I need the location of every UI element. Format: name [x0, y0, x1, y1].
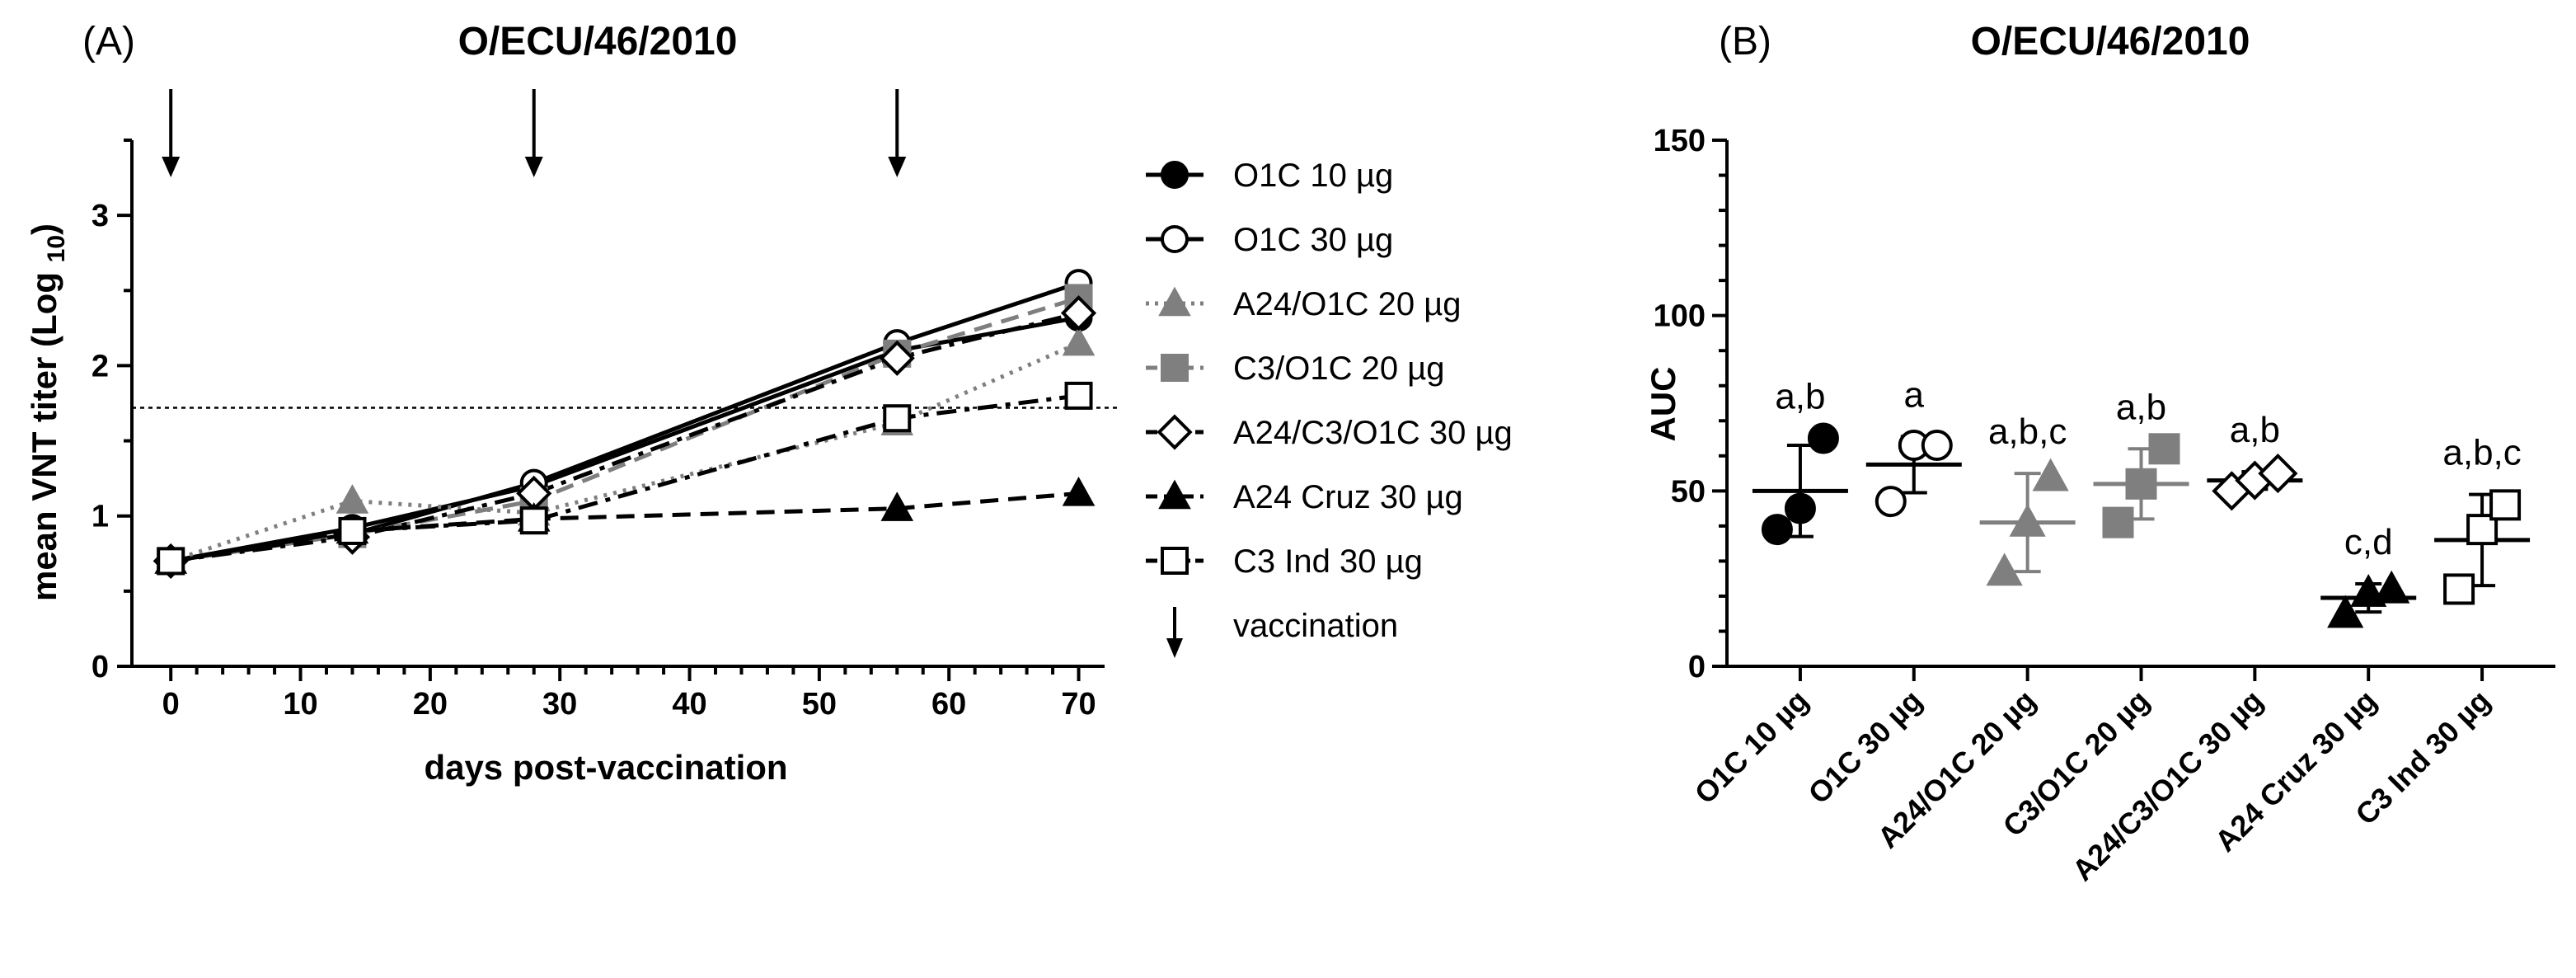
panel-a-x-tick-label: 60	[931, 687, 966, 722]
panel-a-x-tick-label: 40	[672, 687, 706, 722]
data-point	[2125, 468, 2157, 500]
series-line	[170, 315, 1079, 563]
data-point	[879, 340, 915, 376]
significance-label: a,b,c	[2442, 433, 2521, 473]
vaccination-arrow-icon	[888, 157, 907, 177]
legend-entry: C3/O1C 20 µg	[1233, 350, 1445, 387]
significance-label: a,b	[2116, 387, 2166, 427]
data-point	[2327, 595, 2364, 628]
data-point	[2009, 503, 2046, 537]
legend-marker	[1161, 547, 1189, 575]
data-point	[1064, 381, 1093, 410]
data-point	[2032, 458, 2069, 491]
legend-marker	[1158, 479, 1191, 510]
panel-b-letter: (B)	[1719, 20, 1771, 63]
legend-marker	[1161, 354, 1189, 382]
series-line	[170, 280, 1080, 563]
panel-b-y-tick-label: 0	[1688, 650, 1706, 684]
data-point	[2258, 453, 2298, 494]
panel-a-x-tick-label: 10	[283, 687, 317, 722]
panel-a-y-axis-title-main: mean VNT titer (Log	[25, 262, 63, 601]
panel-b-category-label: A24/C3/O1C 30 µg	[2066, 684, 2269, 887]
panel-a-x-tick-label: 50	[802, 687, 837, 722]
legend-marker	[1161, 225, 1189, 253]
significance-label: a,b,c	[1988, 411, 2067, 452]
legend-marker	[1161, 161, 1189, 189]
panel-b-y-tick-label: 150	[1654, 124, 1706, 158]
series-line	[170, 296, 1080, 563]
legend-entry: A24 Cruz 30 µg	[1233, 479, 1463, 515]
legend-marker	[1157, 414, 1193, 450]
data-point	[1784, 492, 1816, 524]
panel-b-y-axis-title: AUC	[1644, 367, 1682, 442]
panel-a-y-tick-label: 3	[91, 199, 109, 233]
panel-a-x-tick-label: 0	[162, 687, 180, 722]
series-line	[170, 491, 1079, 563]
panel-a-x-tick-label: 30	[542, 687, 577, 722]
significance-label: a,b	[2230, 410, 2280, 450]
legend-arrow-icon	[1166, 638, 1183, 658]
panel-a-x-tick-label: 20	[413, 687, 448, 722]
significance-label: a,b	[1775, 377, 1825, 417]
legend-entry-vaccination: vaccination	[1233, 608, 1398, 644]
panel-a-x-axis-title: days post-vaccination	[424, 748, 787, 787]
series-line	[170, 341, 1080, 563]
data-point	[883, 404, 912, 433]
data-point	[2443, 573, 2475, 605]
data-point	[880, 491, 914, 521]
legend-entry: C3 Ind 30 µg	[1233, 543, 1423, 580]
panel-a-y-tick-label: 2	[91, 349, 109, 383]
data-point	[338, 516, 367, 545]
data-point	[1807, 422, 1839, 454]
panel-a-title: O/ECU/46/2010	[458, 20, 738, 63]
data-point	[1761, 514, 1793, 546]
panel-b-y-tick-label: 50	[1671, 474, 1706, 509]
data-point	[519, 506, 548, 535]
data-point	[1060, 295, 1097, 331]
panel-a-y-tick-label: 1	[91, 500, 109, 534]
legend-entry: A24/C3/O1C 30 µg	[1233, 415, 1513, 451]
vaccination-arrow-icon	[524, 157, 543, 177]
significance-label: c,d	[2344, 522, 2393, 562]
data-point	[1986, 552, 2023, 586]
panel-a-legend: O1C 10 µg O1C 30 µg A24/O1C 20 µg C3/O1C 20…	[1146, 158, 1513, 658]
data-point	[1062, 477, 1096, 506]
panel-a-y-axis-title: mean VNT titer (Log 10)	[25, 223, 70, 601]
legend-entry: A24/O1C 20 µg	[1233, 286, 1462, 322]
panel-b-category-label: O1C 10 µg	[1688, 684, 1815, 811]
data-point	[1062, 326, 1096, 356]
data-point	[2102, 506, 2134, 538]
vaccination-arrow-icon	[162, 157, 181, 177]
data-point	[2148, 433, 2180, 465]
data-point	[1875, 486, 1907, 518]
legend-entry: O1C 30 µg	[1233, 222, 1393, 258]
data-point	[335, 484, 369, 514]
legend-entry: O1C 10 µg	[1233, 158, 1393, 194]
panel-a-y-axis-title-close: )	[25, 223, 63, 235]
legend-marker	[1158, 286, 1191, 317]
panel-a-letter: (A)	[82, 20, 135, 63]
panel-a-y-axis-title-sub: 10	[43, 235, 70, 262]
panel-b-title: O/ECU/46/2010	[1971, 20, 2250, 63]
significance-label: a	[1904, 374, 1925, 415]
data-point	[157, 547, 185, 576]
data-point	[2373, 570, 2410, 604]
panel-b-y-tick-label: 100	[1654, 299, 1706, 334]
data-point	[1921, 430, 1953, 462]
panel-a-y-tick-label: 0	[91, 650, 109, 684]
data-point	[2489, 489, 2522, 521]
panel-a-x-tick-label: 70	[1061, 687, 1096, 722]
series-line	[170, 311, 1080, 563]
